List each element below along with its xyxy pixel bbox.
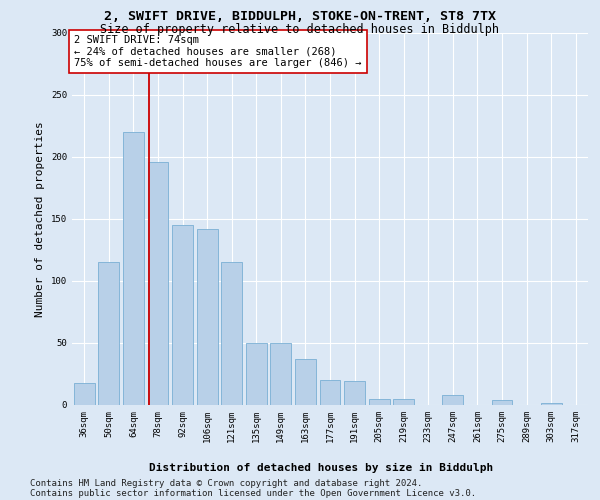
Text: Distribution of detached houses by size in Biddulph: Distribution of detached houses by size … (149, 462, 493, 472)
Bar (344, 382, 365, 405)
Text: 2 SWIFT DRIVE: 74sqm
← 24% of detached houses are smaller (268)
75% of semi-deta: 2 SWIFT DRIVE: 74sqm ← 24% of detached h… (74, 35, 362, 68)
Bar (295, 359, 316, 405)
Y-axis label: Number of detached properties: Number of detached properties (35, 121, 46, 316)
Text: Contains HM Land Registry data © Crown copyright and database right 2024.: Contains HM Land Registry data © Crown c… (30, 479, 422, 488)
Text: Contains public sector information licensed under the Open Government Licence v3: Contains public sector information licen… (30, 489, 476, 498)
Bar (246, 343, 267, 405)
Bar (123, 132, 144, 405)
Text: Size of property relative to detached houses in Biddulph: Size of property relative to detached ho… (101, 22, 499, 36)
Bar (221, 262, 242, 405)
Text: 2, SWIFT DRIVE, BIDDULPH, STOKE-ON-TRENT, ST8 7TX: 2, SWIFT DRIVE, BIDDULPH, STOKE-ON-TRENT… (104, 10, 496, 23)
Bar (271, 343, 292, 405)
Bar (541, 402, 562, 405)
Bar (442, 395, 463, 405)
Bar (393, 399, 414, 405)
Bar (74, 382, 95, 405)
Bar (320, 380, 340, 405)
Bar (172, 225, 193, 405)
Bar (368, 399, 389, 405)
Bar (491, 400, 512, 405)
Bar (98, 262, 119, 405)
Bar (197, 228, 218, 405)
Bar (148, 162, 169, 405)
